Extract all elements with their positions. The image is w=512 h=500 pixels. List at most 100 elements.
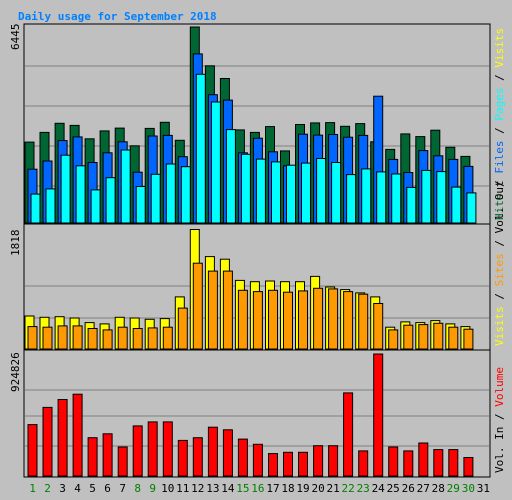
panel-middle-bars [24,229,474,350]
bar-volume-day-20 [313,445,324,477]
bar-pages-day-22 [346,174,357,224]
bar-pages-day-23 [361,168,372,224]
bar-pages-day-2 [45,188,56,224]
x-tick-label: 1 [29,482,36,495]
x-tick-label: 5 [89,482,96,495]
bar-pages-day-15 [240,153,251,224]
bar-volume-day-1 [27,424,38,477]
x-tick-label: 2 [44,482,51,495]
bar-volume-day-15 [237,438,248,477]
legend-vol-out: Vol. Out [493,180,506,233]
x-tick-label: 28 [432,482,445,495]
bar-pages-day-10 [165,163,176,224]
bar-volume-day-5 [87,437,98,477]
x-tick-label: 26 [402,482,415,495]
bar-pages-day-21 [331,162,342,224]
bar-sites-day-25 [388,329,399,350]
bar-volume-day-25 [388,446,399,477]
bar-volume-day-29 [448,449,459,477]
bar-sites-day-8 [132,328,143,350]
bar-volume-day-24 [373,353,384,477]
bar-sites-day-15 [237,289,248,350]
bar-volume-day-30 [463,457,474,477]
bar-pages-day-18 [286,164,296,224]
bar-sites-day-13 [207,270,218,350]
x-tick-label: 9 [149,482,156,495]
bar-pages-day-11 [180,166,191,224]
bar-sites-day-10 [162,326,173,350]
bar-pages-day-27 [421,169,432,224]
axis-legend: Hits / Files / Pages / Visits [493,28,506,220]
x-tick-label: 6 [104,482,111,495]
bar-volume-day-4 [72,393,83,477]
bar-pages-day-5 [90,189,101,224]
bar-volume-day-19 [298,451,308,477]
legend-files: Files [493,141,506,174]
bar-sites-day-28 [433,322,444,350]
bar-volume-day-6 [102,433,113,477]
bar-pages-day-30 [466,192,477,224]
bar-sites-day-27 [418,324,429,350]
legend-visits: Visits [493,28,506,68]
bar-sites-day-3 [57,325,68,350]
bar-pages-day-24 [376,171,387,224]
bar-volume-day-22 [343,392,354,477]
bar-sites-day-12 [192,262,203,350]
bar-sites-day-20 [313,287,324,350]
bar-volume-day-8 [132,425,143,477]
bar-pages-day-6 [105,177,116,224]
panel-middle-legend: Visits / Sites / Vol. Out [493,180,506,346]
panel-top-bars [24,26,477,224]
bar-volume-day-16 [252,443,263,477]
x-tick-label: 24 [372,482,386,495]
bar-sites-day-30 [463,328,474,350]
bar-pages-day-14 [225,129,236,224]
bar-sites-day-17 [268,289,278,350]
x-tick-label: 12 [191,482,204,495]
bar-pages-day-26 [406,186,417,224]
legend-vol-in: Vol. In [493,427,506,473]
x-tick-label: 29 [447,482,460,495]
x-tick-label: 25 [387,482,400,495]
bar-volume-day-10 [162,421,173,477]
x-tick-label: 20 [311,482,324,495]
bar-sites-day-14 [222,270,233,350]
bar-sites-day-19 [298,290,308,350]
bar-pages-day-12 [195,73,206,224]
bar-sites-day-24 [373,303,384,350]
panel-bottom-border [23,349,491,478]
bar-pages-day-1 [30,193,41,224]
x-tick-label: 21 [326,482,339,495]
bar-sites-day-1 [27,326,38,350]
bar-sites-day-18 [283,291,293,350]
legend-hits: Hits [493,194,506,221]
panel-middle-max-label: 1818 [9,230,22,257]
legend-visits: Visits [493,306,506,346]
bar-volume-day-2 [42,406,53,477]
bar-sites-day-2 [42,326,53,350]
bar-sites-day-26 [403,324,414,350]
legend-volume: Volume [493,367,506,407]
panel-bottom-max-label: 924826 [9,352,22,392]
bar-volume-day-14 [222,429,233,477]
bar-pages-day-19 [301,162,311,224]
bar-volume-day-17 [268,453,278,477]
x-tick-label: 22 [341,482,354,495]
bar-volume-day-18 [283,451,293,477]
bar-pages-day-8 [135,186,146,224]
bar-pages-day-20 [316,158,327,224]
bar-volume-day-9 [147,421,158,477]
x-tick-label: 15 [236,482,249,495]
bar-pages-day-9 [150,173,161,224]
x-tick-label: 27 [417,482,430,495]
bar-volume-day-21 [328,445,339,477]
x-tick-label: 19 [296,482,309,495]
bar-pages-day-7 [120,149,131,224]
bar-sites-day-7 [117,326,128,350]
x-axis-day-labels: 1 2 3 4 5 6 7 8 9 10 11 12 13 14 15 16 17 18 19 20 21 22 23 24 2… [29,482,490,495]
x-tick-label: 10 [161,482,174,495]
bar-sites-day-11 [177,307,188,350]
x-tick-label: 4 [74,482,81,495]
bar-volume-day-12 [192,437,203,477]
bar-sites-day-22 [343,291,354,350]
